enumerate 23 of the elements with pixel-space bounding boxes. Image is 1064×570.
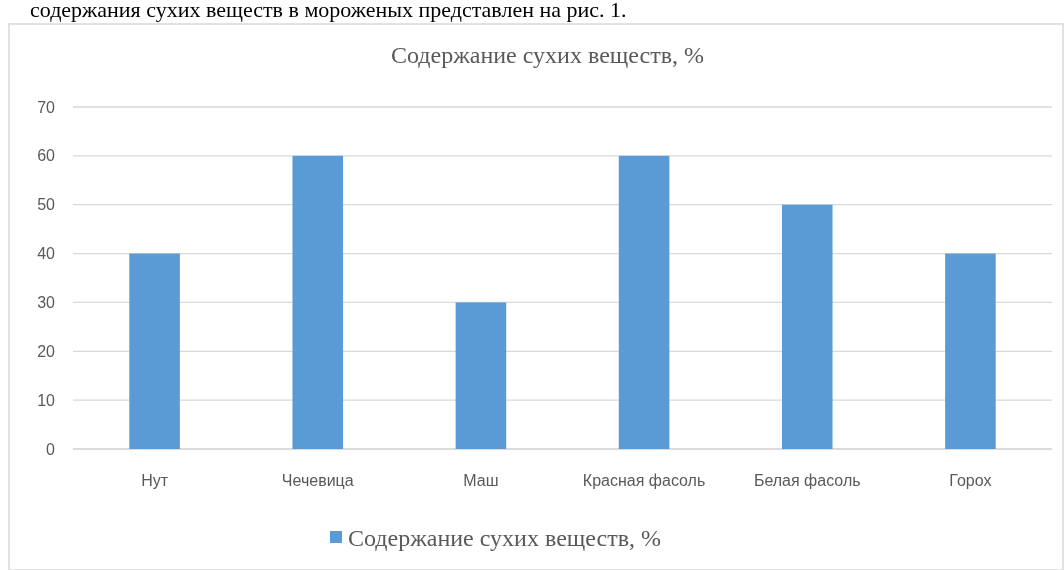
text: содержания сухих веществ в мороженых представлен на рис. 1. (30, 0, 627, 22)
y-tick-label: 60 (37, 147, 56, 165)
x-tick-label: Чечевица (281, 472, 354, 489)
y-tick-label: 0 (46, 440, 56, 458)
x-tick-label: Горох (949, 472, 992, 489)
x-tick-label: Нут (141, 472, 169, 489)
bar (781, 204, 833, 449)
y-tick-label: 50 (37, 196, 56, 214)
y-tick-label: 70 (37, 98, 56, 116)
chart-title: Содержание сухих веществ, % (391, 42, 704, 68)
bar (292, 155, 344, 449)
y-tick-label: 10 (37, 391, 56, 409)
y-tick-label: 30 (37, 294, 56, 312)
legend-label: Содержание сухих веществ, % (348, 525, 661, 551)
bar (618, 155, 670, 449)
x-tick-label: Маш (463, 472, 499, 489)
y-tick-label: 20 (37, 342, 56, 360)
x-tick-label: Красная фасоль (582, 472, 706, 489)
bar (129, 253, 180, 449)
bar (945, 253, 996, 449)
bar (455, 302, 507, 449)
x-tick-label: Белая фасоль (753, 472, 861, 489)
y-tick-label: 40 (37, 245, 56, 263)
